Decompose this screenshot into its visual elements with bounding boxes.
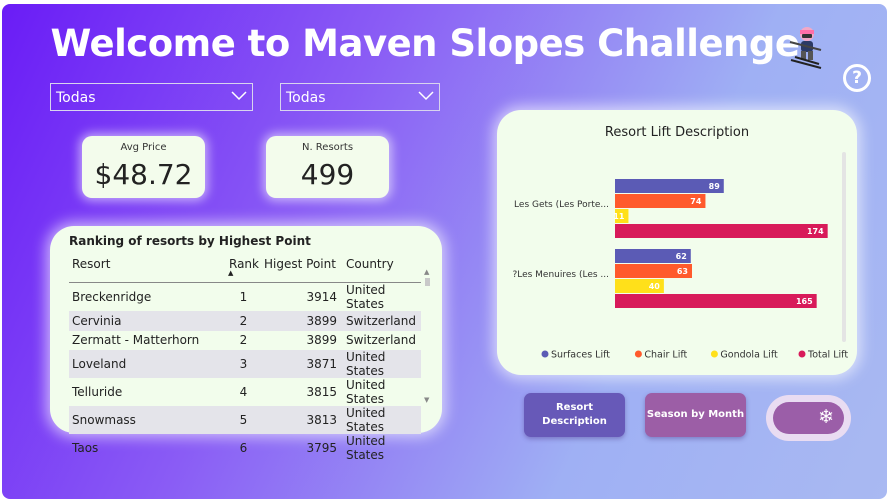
data-label: 74 (690, 197, 702, 206)
bar-chair-lift[interactable] (615, 264, 692, 278)
legend-marker (541, 350, 549, 358)
avg-price-card: Avg Price $48.72 (82, 136, 205, 198)
cell-rank: 1 (239, 290, 248, 304)
data-label: 89 (709, 182, 721, 191)
resorts-count-value: 499 (300, 158, 355, 191)
table-row[interactable]: Cervinia 2 3899 Switzerland (69, 311, 421, 331)
scroll-thumb[interactable] (425, 278, 430, 286)
toggle-track[interactable]: ❄ (773, 402, 844, 434)
ranking-panel: Ranking of resorts by Highest Point Reso… (50, 226, 442, 462)
cell-highest-point: 3899 (306, 333, 337, 348)
bar-surfaces-lift[interactable] (615, 249, 691, 263)
resorts-count-card: N. Resorts 499 (266, 136, 389, 198)
cell-rank: 6 (239, 441, 248, 455)
table-row[interactable]: Taos 6 3795 United States (69, 434, 421, 462)
cell-rank: 3 (225, 350, 261, 378)
column-header-rank[interactable]: Rank ▲ (225, 254, 261, 283)
cell-country: United States (343, 350, 421, 378)
column-header-country[interactable]: Country (343, 254, 421, 283)
cell-country: Switzerland (343, 311, 421, 331)
table-scrollbar[interactable]: ▲ ▼ (424, 268, 430, 408)
cell-resort: Loveland (69, 350, 225, 378)
chevron-down-icon (418, 91, 434, 101)
legend-label: Gondola Lift (720, 350, 778, 361)
lift-chart: Les Gets (Les Porte... 89 74 11 174 ?Les Menu… (512, 179, 848, 361)
table-row[interactable]: Loveland 3 3871 United States (69, 350, 421, 378)
chevron-down-icon (231, 91, 247, 101)
legend-marker (710, 350, 718, 358)
avg-price-value: $48.72 (94, 158, 193, 191)
table-row[interactable]: Telluride 4 3815 United States (69, 378, 421, 406)
cell-country: United States (343, 406, 421, 434)
bar-gondola-lift[interactable] (615, 209, 629, 223)
cell-resort: Cervinia (69, 311, 225, 331)
chart-scrollbar[interactable] (842, 152, 846, 342)
cell-resort: Telluride (72, 385, 123, 399)
dashboard-canvas: Welcome to Maven Slopes Challenge ? Toda… (2, 4, 887, 499)
snowflake-icon: ❄ (818, 406, 834, 428)
chart-title: Resort Lift Description (604, 125, 750, 140)
cell-resort: Zermatt - Matterhorn (72, 333, 200, 348)
cell-country: Switzerland (346, 333, 416, 348)
ranking-title: Ranking of resorts by Highest Point (69, 234, 311, 248)
scroll-up-icon[interactable]: ▲ (424, 268, 430, 276)
cell-highest-point: 3899 (261, 311, 343, 331)
cell-rank: 2 (239, 333, 248, 348)
cell-rank: 4 (239, 385, 248, 399)
legend-marker (634, 350, 642, 358)
data-label: 11 (613, 212, 625, 221)
scroll-down-icon[interactable]: ▼ (424, 396, 430, 404)
bar-total-lift[interactable] (615, 224, 828, 238)
bar-chair-lift[interactable] (615, 194, 706, 208)
theme-toggle[interactable]: ❄ (766, 395, 851, 441)
cell-highest-point: 3795 (306, 441, 337, 455)
legend-label: Total Lift (807, 350, 848, 361)
cell-resort: Taos (72, 441, 99, 455)
bar-total-lift[interactable] (615, 294, 817, 308)
filter-dropdown-2[interactable]: Todas (280, 83, 440, 111)
lift-chart-panel: Resort Lift Description Les Gets (Les Po… (497, 110, 857, 375)
legend-marker (798, 350, 806, 358)
sort-ascending-icon: ▲ (228, 269, 234, 277)
filter-dropdown-1[interactable]: Todas (50, 83, 253, 111)
ranking-table: Resort Rank ▲ Higest Point Country Breck… (69, 254, 421, 462)
cell-resort: Snowmass (69, 406, 225, 434)
cell-country: United States (346, 378, 386, 406)
help-icon[interactable]: ? (843, 64, 871, 92)
category-label: Les Gets (Les Porte... (514, 200, 609, 210)
data-label: 40 (649, 282, 661, 291)
resorts-count-label: N. Resorts (301, 142, 354, 153)
data-label: 174 (807, 227, 824, 236)
cell-country: United States (346, 434, 386, 462)
filter-1-value: Todas (56, 90, 96, 106)
bar-gondola-lift[interactable] (615, 279, 664, 293)
column-header-highest-point[interactable]: Higest Point (261, 254, 343, 283)
legend-label: Surfaces Lift (551, 350, 610, 361)
legend-label: Chair Lift (644, 350, 687, 361)
bar-surfaces-lift[interactable] (615, 179, 724, 193)
cell-resort: Breckenridge (72, 290, 152, 304)
season-by-month-button[interactable]: Season by Month (645, 393, 746, 437)
table-row[interactable]: Breckenridge 1 3914 United States (69, 283, 421, 311)
avg-price-label: Avg Price (120, 142, 167, 153)
resort-description-button[interactable]: Resort Description (524, 393, 625, 437)
data-label: 62 (676, 252, 687, 261)
table-row[interactable]: Zermatt - Matterhorn 2 3899 Switzerland (69, 331, 421, 351)
data-label: 63 (677, 267, 688, 276)
skier-icon (789, 27, 822, 69)
cell-rank: 2 (225, 311, 261, 331)
page-title: Welcome to Maven Slopes Challenge (50, 22, 800, 65)
data-label: 165 (796, 297, 813, 306)
cell-highest-point: 3914 (306, 290, 337, 304)
rank-header-label: Rank (229, 257, 259, 271)
column-header-resort[interactable]: Resort (69, 254, 225, 283)
cell-highest-point: 3815 (306, 385, 337, 399)
cell-highest-point: 3813 (261, 406, 343, 434)
cell-country: United States (346, 283, 386, 311)
cell-highest-point: 3871 (261, 350, 343, 378)
table-row[interactable]: Snowmass 5 3813 United States (69, 406, 421, 434)
cell-rank: 5 (225, 406, 261, 434)
filter-2-value: Todas (286, 90, 326, 106)
category-label: ?Les Menuires (Les ... (512, 270, 609, 280)
